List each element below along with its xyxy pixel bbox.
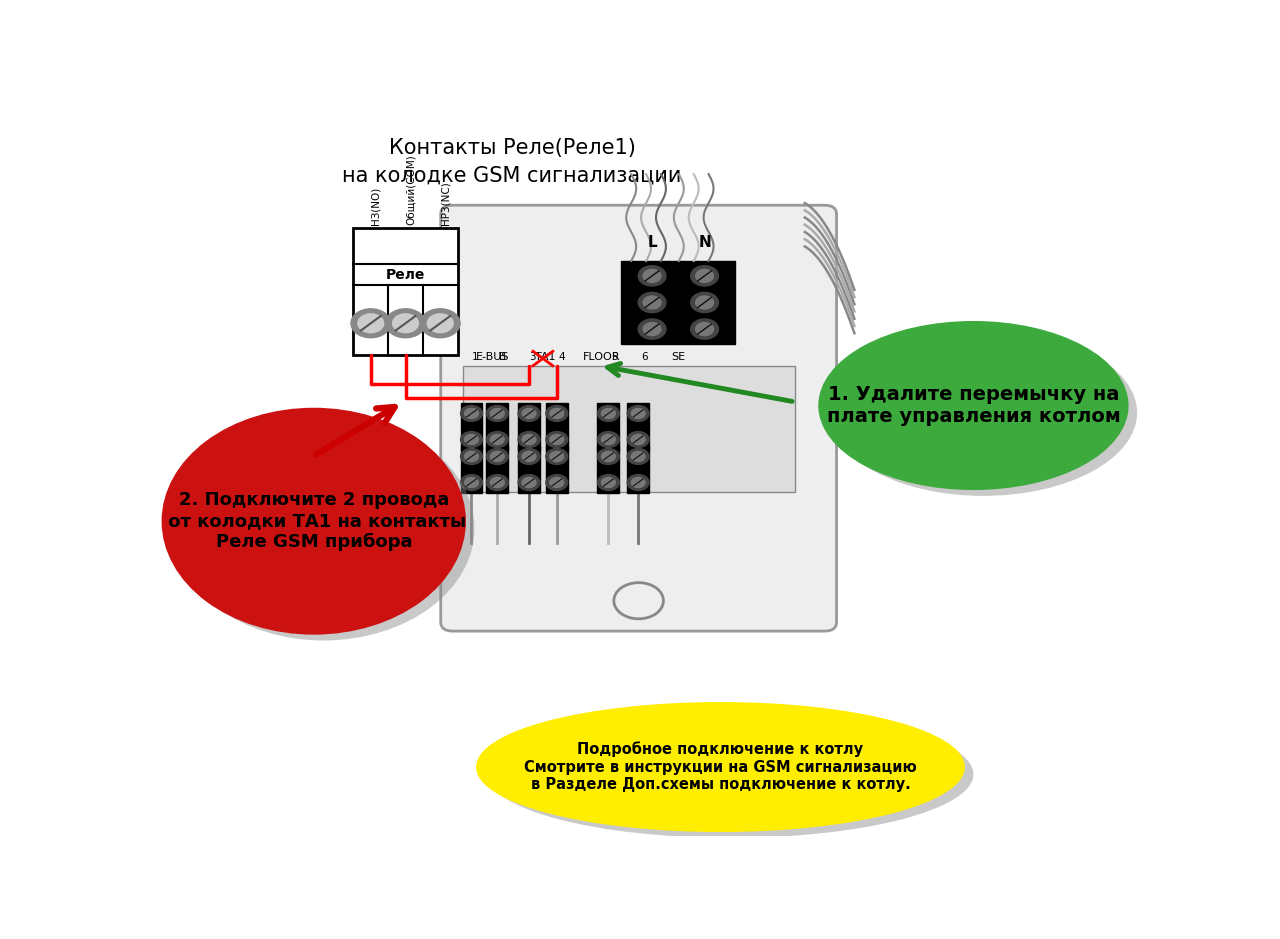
Circle shape — [598, 474, 620, 490]
Circle shape — [461, 432, 483, 448]
Circle shape — [490, 435, 504, 444]
Circle shape — [550, 477, 563, 487]
Circle shape — [550, 435, 563, 444]
Circle shape — [358, 314, 384, 332]
Circle shape — [643, 323, 660, 335]
Circle shape — [461, 406, 483, 422]
Ellipse shape — [477, 703, 964, 831]
Circle shape — [518, 406, 540, 422]
Bar — [486, 403, 508, 450]
Text: Контакты Реле(Реле1)
на колодке GSM сигнализации: Контакты Реле(Реле1) на колодке GSM сигн… — [343, 138, 682, 186]
Text: 6: 6 — [641, 352, 648, 362]
Bar — [518, 446, 540, 493]
Circle shape — [465, 435, 479, 444]
Bar — [461, 403, 483, 450]
Circle shape — [428, 314, 453, 332]
Circle shape — [465, 408, 479, 419]
Circle shape — [461, 449, 483, 465]
Circle shape — [486, 474, 508, 490]
Circle shape — [351, 309, 390, 338]
Bar — [598, 446, 620, 493]
Ellipse shape — [819, 322, 1128, 488]
Circle shape — [545, 406, 568, 422]
Circle shape — [518, 432, 540, 448]
Text: Общий(COM): Общий(COM) — [406, 154, 416, 224]
Circle shape — [691, 292, 718, 313]
Circle shape — [465, 477, 479, 487]
Text: Подробное подключение к котлу
Смотрите в инструкции на GSM сигнализацию
в Раздел: Подробное подключение к котлу Смотрите в… — [524, 742, 916, 793]
Text: НР3(NC): НР3(NC) — [440, 181, 451, 224]
Ellipse shape — [829, 330, 1137, 496]
Circle shape — [522, 452, 536, 462]
Ellipse shape — [163, 409, 465, 633]
Circle shape — [518, 449, 540, 465]
Circle shape — [602, 435, 616, 444]
Bar — [462, 366, 795, 492]
Circle shape — [602, 452, 616, 462]
Circle shape — [461, 474, 483, 490]
Text: Реле: Реле — [385, 268, 425, 282]
Circle shape — [490, 477, 504, 487]
Circle shape — [545, 474, 568, 490]
Bar — [627, 446, 649, 493]
Circle shape — [598, 406, 620, 422]
Circle shape — [385, 309, 425, 338]
Text: N: N — [698, 235, 710, 250]
Bar — [545, 403, 568, 450]
Circle shape — [631, 435, 645, 444]
Circle shape — [627, 406, 649, 422]
Circle shape — [522, 435, 536, 444]
Bar — [518, 403, 540, 450]
Bar — [461, 446, 483, 493]
Circle shape — [643, 296, 660, 309]
Text: 1: 1 — [472, 352, 479, 362]
Circle shape — [614, 582, 663, 619]
Circle shape — [627, 449, 649, 465]
Bar — [598, 403, 620, 450]
Circle shape — [631, 477, 645, 487]
Bar — [353, 228, 458, 355]
Circle shape — [602, 408, 616, 419]
Text: 2. Подключите 2 провода
 от колодки ТА1 на контакты
Реле GSM прибора: 2. Подключите 2 провода от колодки ТА1 н… — [161, 491, 466, 551]
Circle shape — [598, 449, 620, 465]
Circle shape — [545, 432, 568, 448]
Circle shape — [631, 408, 645, 419]
Text: 1. Удалите перемычку на
плате управления котлом: 1. Удалите перемычку на плате управления… — [827, 385, 1120, 426]
FancyBboxPatch shape — [440, 206, 837, 631]
Text: SE: SE — [671, 352, 685, 362]
Bar — [627, 403, 649, 450]
Circle shape — [695, 323, 713, 335]
Circle shape — [486, 432, 508, 448]
Circle shape — [545, 449, 568, 465]
Circle shape — [695, 296, 713, 309]
Circle shape — [518, 474, 540, 490]
Circle shape — [627, 432, 649, 448]
Circle shape — [691, 266, 718, 286]
Circle shape — [598, 432, 620, 448]
Circle shape — [465, 452, 479, 462]
Circle shape — [490, 408, 504, 419]
Text: 3: 3 — [529, 352, 535, 362]
Circle shape — [522, 477, 536, 487]
Circle shape — [393, 314, 419, 332]
Circle shape — [486, 449, 508, 465]
Circle shape — [643, 269, 660, 283]
Ellipse shape — [488, 711, 973, 838]
Bar — [545, 446, 568, 493]
Text: 5: 5 — [611, 352, 618, 362]
Circle shape — [602, 477, 616, 487]
Text: L: L — [648, 235, 657, 250]
Circle shape — [639, 266, 666, 286]
Circle shape — [550, 452, 563, 462]
Text: E-BUS: E-BUS — [476, 352, 509, 362]
Bar — [621, 261, 735, 344]
Ellipse shape — [173, 416, 475, 640]
Circle shape — [691, 319, 718, 339]
Text: FLOOR: FLOOR — [582, 352, 621, 362]
Circle shape — [627, 474, 649, 490]
Text: B: B — [499, 352, 506, 362]
Circle shape — [486, 406, 508, 422]
Circle shape — [695, 269, 713, 283]
Circle shape — [639, 292, 666, 313]
Text: TA1: TA1 — [535, 352, 556, 362]
